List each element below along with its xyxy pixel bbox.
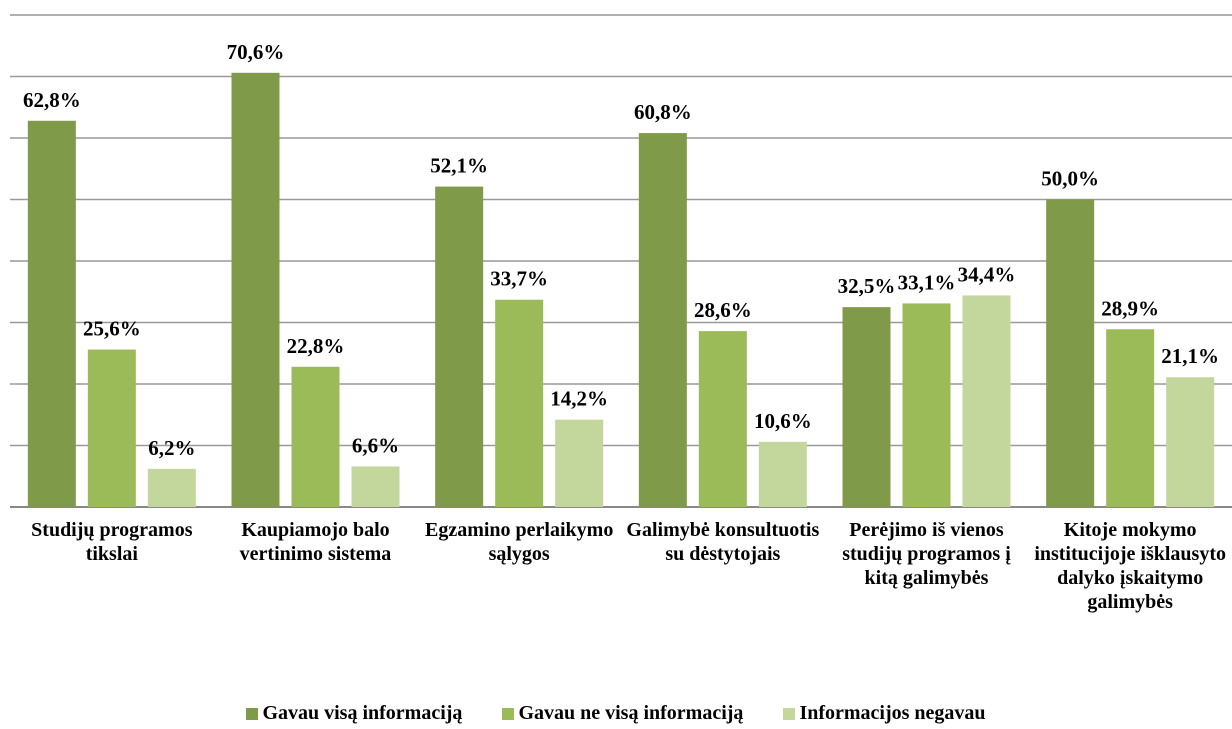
bar xyxy=(638,133,687,507)
x-tick-label: Galimybė konsultuotis su dėstytojais xyxy=(626,519,820,565)
data-label: 34,4% xyxy=(958,262,1016,286)
x-tick-label: Kitoje mokymo institucijoje išklausyto d… xyxy=(1034,519,1226,613)
bar xyxy=(27,120,76,507)
bar xyxy=(1166,377,1215,507)
data-label: 60,8% xyxy=(634,100,692,124)
data-label: 6,6% xyxy=(352,433,399,457)
data-label: 25,6% xyxy=(83,317,141,341)
data-label: 70,6% xyxy=(227,40,285,64)
data-label: 50,0% xyxy=(1041,167,1099,191)
data-label: 52,1% xyxy=(430,154,488,178)
bar xyxy=(1106,329,1155,507)
data-label: 33,1% xyxy=(898,270,956,294)
data-label: 28,9% xyxy=(1101,296,1159,320)
legend-label: Gavau ne visą informaciją xyxy=(518,702,744,724)
data-label: 28,6% xyxy=(694,298,752,322)
bar xyxy=(495,299,544,507)
legend: Gavau visą informaciją Gavau ne visą info… xyxy=(0,702,1232,725)
data-label: 22,8% xyxy=(287,334,345,358)
data-label: 62,8% xyxy=(23,88,81,112)
legend-swatch xyxy=(246,707,259,720)
legend-label: Gavau visą informaciją xyxy=(262,702,463,724)
bar xyxy=(902,303,951,507)
x-tick-label: Studijų programos tikslai xyxy=(31,519,193,565)
bar xyxy=(351,466,400,507)
legend-swatch xyxy=(502,707,515,720)
legend-item: Gavau visą informaciją xyxy=(246,702,462,725)
data-label: 33,7% xyxy=(490,267,548,291)
legend-item: Gavau ne visą informaciją xyxy=(502,702,743,725)
data-label: 14,2% xyxy=(550,387,608,411)
bar xyxy=(87,349,136,507)
x-tick-label: Perėjimo iš vienos studijų programos į k… xyxy=(842,519,1011,589)
bar xyxy=(291,366,340,507)
data-label: 10,6% xyxy=(754,409,812,433)
data-label: 6,2% xyxy=(148,436,195,460)
bar xyxy=(758,441,807,507)
bar xyxy=(231,72,280,507)
bar xyxy=(435,186,484,507)
x-tick-label: Egzamino perlaikymo sąlygos xyxy=(424,519,614,565)
data-label: 21,1% xyxy=(1161,344,1219,368)
data-label: 32,5% xyxy=(838,274,896,298)
legend-swatch xyxy=(783,707,796,720)
bar xyxy=(1046,199,1095,507)
bar xyxy=(555,419,604,507)
legend-label: Informacijos negavau xyxy=(799,702,986,724)
legend-item: Informacijos negavau xyxy=(783,702,986,725)
bar xyxy=(147,468,196,507)
bar xyxy=(962,295,1011,507)
x-tick-label: Kaupiamojo balo vertinimo sistema xyxy=(239,519,392,565)
bar xyxy=(842,307,891,507)
bar xyxy=(698,331,747,507)
